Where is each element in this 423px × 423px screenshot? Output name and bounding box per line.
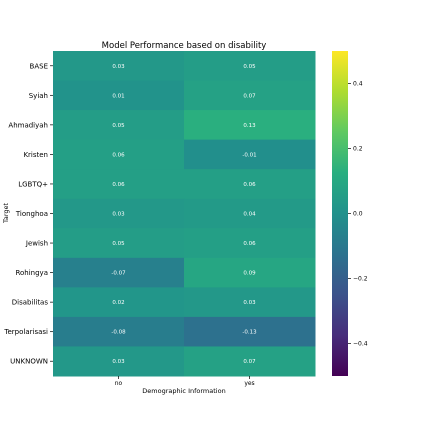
cell-value: 0.09 <box>243 271 256 277</box>
cell-value: 0.07 <box>243 93 256 99</box>
heatmap-cell <box>184 198 316 229</box>
cell-value: -0.07 <box>111 271 126 277</box>
heatmap-cell <box>184 257 316 288</box>
y-tick-label: UNKNOWN <box>10 358 48 366</box>
cell-value: 0.04 <box>243 212 256 218</box>
colorbar: 0.4 0.2 0.0 −0.2 −0.4 <box>332 51 368 376</box>
cell-value: -0.13 <box>242 330 257 336</box>
heatmap-cell <box>53 228 185 259</box>
heatmap-cell <box>184 139 316 170</box>
colorbar-gradient <box>332 51 348 376</box>
heatmap-cell <box>184 346 316 377</box>
y-axis: BASE Syiah Ahmadiyah Kristen LGBTQ+ Tionghoa J… <box>3 62 53 366</box>
y-tick-label: Kristen <box>23 151 48 159</box>
y-tick-label: BASE <box>30 62 48 70</box>
y-tick-label: Rohingya <box>15 269 48 277</box>
cell-value: -0.08 <box>111 330 126 336</box>
cell-value: 0.01 <box>112 93 124 99</box>
heatmap-cell <box>53 110 185 141</box>
x-axis: no yes <box>115 376 255 387</box>
colorbar-ticks: 0.4 0.2 0.0 −0.2 −0.4 <box>348 81 368 348</box>
colorbar-tick-label: −0.2 <box>353 276 368 283</box>
heatmap-cell <box>53 169 185 200</box>
cell-value: 0.05 <box>112 241 125 247</box>
y-tick-label: Ahmadiyah <box>8 121 48 129</box>
heatmap-cell <box>53 80 185 111</box>
cell-value: 0.06 <box>243 241 256 247</box>
cell-value: -0.01 <box>242 152 256 158</box>
y-axis-label: Target <box>2 202 10 224</box>
colorbar-tick-label: −0.4 <box>353 341 368 348</box>
y-tick-label: Syiah <box>29 92 48 100</box>
cell-value: 0.07 <box>243 359 256 365</box>
heatmap-cell <box>184 51 316 82</box>
x-axis-label: Demographic Information <box>142 387 225 395</box>
cell-value: 0.03 <box>243 300 256 306</box>
heatmap-cell <box>53 287 185 318</box>
colorbar-tick-label: 0.4 <box>353 81 363 88</box>
y-tick-label: Jewish <box>25 240 48 248</box>
heatmap-cell <box>184 110 316 141</box>
cell-value: 0.02 <box>112 300 124 306</box>
colorbar-tick-label: 0.0 <box>353 211 363 218</box>
heatmap-annotations: 0.03 0.05 0.01 0.07 0.05 0.13 0.06 -0.01 0.06 0.0… <box>111 64 257 365</box>
heatmap-cells <box>53 51 316 377</box>
cell-value: 0.03 <box>112 64 125 70</box>
y-tick-label: Terpolarisasi <box>3 328 48 336</box>
x-tick-label: no <box>115 380 123 387</box>
y-tick-label: Disabilitas <box>12 299 49 307</box>
heatmap-cell <box>53 198 185 229</box>
y-tick-label: LGBTQ+ <box>18 180 48 188</box>
heatmap-cell <box>184 316 316 347</box>
cell-value: 0.06 <box>112 152 125 158</box>
heatmap-cell <box>53 139 185 170</box>
cell-value: 0.13 <box>243 123 256 129</box>
cell-value: 0.06 <box>243 182 256 188</box>
heatmap-cell <box>53 51 185 82</box>
cell-value: 0.03 <box>112 212 125 218</box>
cell-value: 0.05 <box>243 64 256 70</box>
heatmap-cell <box>184 169 316 200</box>
heatmap-cell <box>53 257 185 288</box>
colorbar-tick-label: 0.2 <box>353 146 363 153</box>
cell-value: 0.03 <box>112 359 125 365</box>
cell-value: 0.06 <box>112 182 125 188</box>
cell-value: 0.05 <box>112 123 125 129</box>
heatmap-cell <box>184 228 316 259</box>
heatmap-cell <box>184 287 316 318</box>
y-tick-label: Tionghoa <box>15 210 48 218</box>
x-tick-label: yes <box>244 380 254 387</box>
heatmap-cell <box>53 316 185 347</box>
chart-title: Model Performance based on disability <box>102 41 267 51</box>
heatmap-cell <box>184 80 316 111</box>
heatmap-cell <box>53 346 185 377</box>
